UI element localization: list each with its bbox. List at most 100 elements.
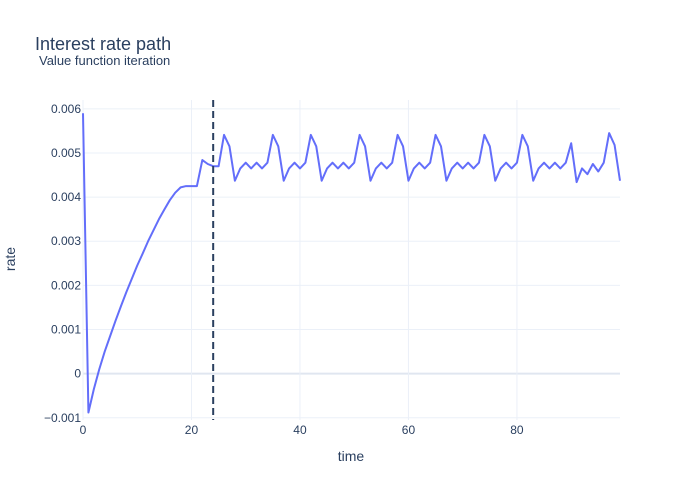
data-point [272, 134, 274, 136]
data-point [608, 132, 610, 134]
data-point [120, 305, 122, 307]
data-point [451, 167, 453, 169]
y-tick-label: 0.001 [51, 323, 81, 337]
data-point [234, 180, 236, 182]
data-point [570, 142, 572, 144]
data-point [109, 335, 111, 337]
data-point [369, 180, 371, 182]
data-point [548, 167, 550, 169]
data-point [342, 161, 344, 163]
data-point [310, 134, 312, 136]
data-point [152, 229, 154, 231]
data-point [434, 134, 436, 136]
data-point [179, 186, 181, 188]
data-point [456, 161, 458, 163]
data-point [597, 170, 599, 172]
data-point [201, 159, 203, 161]
data-point [207, 163, 209, 165]
data-point [288, 167, 290, 169]
x-axis-ticks: 0 20 40 60 80 [80, 423, 524, 437]
y-tick-label: 0.006 [51, 102, 81, 116]
data-point [424, 167, 426, 169]
data-point [196, 185, 198, 187]
data-point [505, 161, 507, 163]
data-point [375, 167, 377, 169]
data-point [603, 161, 605, 163]
y-tick-label: 0.002 [51, 278, 81, 292]
data-point [245, 161, 247, 163]
data-point [293, 161, 295, 163]
x-tick-label: 80 [510, 423, 524, 437]
data-point [537, 167, 539, 169]
data-point [104, 350, 106, 352]
data-point [494, 180, 496, 182]
data-point [565, 161, 567, 163]
data-point [315, 145, 317, 147]
data-point [228, 145, 230, 147]
data-point [82, 112, 84, 114]
data-point [283, 180, 285, 182]
data-point [440, 145, 442, 147]
data-point [559, 167, 561, 169]
data-point [575, 181, 577, 183]
y-tick-label: −0.001 [44, 411, 81, 425]
x-tick-label: 60 [402, 423, 416, 437]
data-point [521, 134, 523, 136]
data-point [304, 161, 306, 163]
data-point [337, 167, 339, 169]
data-point [320, 180, 322, 182]
data-point [418, 161, 420, 163]
data-point [532, 180, 534, 182]
x-tick-label: 0 [80, 423, 87, 437]
data-point [185, 185, 187, 187]
data-point [489, 145, 491, 147]
data-point [174, 191, 176, 193]
y-axis-ticks: −0.001 0 0.001 0.002 0.003 0.004 0.005 0.006 [44, 102, 81, 425]
data-point [402, 145, 404, 147]
data-point [223, 134, 225, 136]
data-point [358, 134, 360, 136]
x-tick-label: 40 [293, 423, 307, 437]
data-point [266, 161, 268, 163]
data-point [592, 163, 594, 165]
data-point [380, 161, 382, 163]
y-axis-label: rate [2, 247, 18, 271]
data-point [261, 167, 263, 169]
data-point [331, 161, 333, 163]
data-point [499, 167, 501, 169]
data-point [87, 411, 89, 413]
chart-subtitle: Value function iteration [39, 53, 170, 68]
data-point [114, 319, 116, 321]
data-point [413, 167, 415, 169]
y-tick-label: 0.003 [51, 234, 81, 248]
data-point [586, 173, 588, 175]
data-point [554, 161, 556, 163]
data-point [353, 161, 355, 163]
data-point [467, 161, 469, 163]
data-point [478, 161, 480, 163]
data-point [163, 208, 165, 210]
data-point [619, 180, 621, 182]
data-point [445, 180, 447, 182]
data-point [396, 134, 398, 136]
data-point [158, 218, 160, 220]
data-point [613, 144, 615, 146]
data-point [581, 167, 583, 169]
data-point [543, 161, 545, 163]
data-point [386, 167, 388, 169]
data-point [125, 291, 127, 293]
data-point [462, 167, 464, 169]
data-point [527, 145, 529, 147]
data-point [190, 185, 192, 187]
data-point [136, 264, 138, 266]
data-point [277, 145, 279, 147]
chart-title: Interest rate path [35, 34, 171, 54]
data-point [147, 240, 149, 242]
data-point [239, 167, 241, 169]
data-point [348, 167, 350, 169]
data-point [483, 134, 485, 136]
data-point [510, 167, 512, 169]
